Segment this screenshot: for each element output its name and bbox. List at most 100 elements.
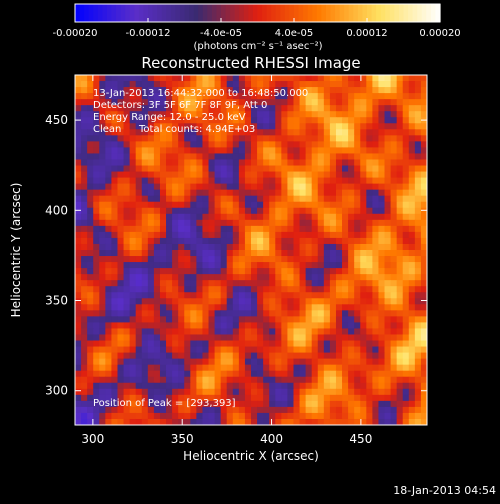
- heatmap-cell: [244, 201, 252, 209]
- heatmap-cell: [396, 141, 404, 148]
- heatmap-cell: [420, 412, 428, 420]
- heatmap-cell: [147, 147, 155, 154]
- heatmap-cell: [420, 418, 428, 426]
- heatmap-cell: [396, 382, 404, 390]
- heatmap-cell: [342, 189, 349, 197]
- colorbar-segment: [120, 4, 126, 22]
- heatmap-cell: [366, 219, 373, 227]
- heatmap-cell: [251, 358, 258, 366]
- heatmap-cell: [81, 304, 88, 311]
- heatmap-cell: [354, 105, 361, 112]
- heatmap-cell: [196, 370, 203, 378]
- heatmap-cell: [244, 262, 252, 269]
- heatmap-cell: [190, 99, 197, 106]
- heatmap-cell: [75, 171, 82, 179]
- heatmap-cell: [384, 87, 392, 94]
- heatmap-cell: [329, 298, 337, 305]
- heatmap-cell: [196, 195, 203, 203]
- heatmap-cell: [178, 219, 185, 227]
- heatmap-cell: [196, 165, 203, 173]
- heatmap-cell: [408, 310, 416, 317]
- heatmap-cell: [196, 75, 203, 82]
- heatmap-cell: [293, 87, 301, 94]
- heatmap-cell: [87, 274, 94, 281]
- heatmap-cell: [384, 262, 392, 269]
- heatmap-cell: [348, 364, 355, 372]
- heatmap-cell: [372, 376, 379, 384]
- heatmap-cell: [275, 316, 282, 323]
- heatmap-cell: [317, 400, 325, 408]
- heatmap-cell: [323, 286, 331, 293]
- heatmap-cell: [208, 370, 216, 378]
- heatmap-cell: [93, 153, 100, 160]
- heatmap-cell: [263, 316, 270, 323]
- heatmap-cell: [251, 213, 258, 221]
- colorbar-segment: [430, 4, 437, 22]
- heatmap-cell: [414, 286, 422, 293]
- heatmap-cell: [275, 105, 282, 112]
- heatmap-cell: [275, 388, 282, 396]
- heatmap-cell: [135, 141, 143, 148]
- heatmap-cell: [281, 153, 288, 160]
- heatmap-cell: [323, 340, 331, 348]
- heatmap-cell: [129, 370, 137, 378]
- heatmap-cell: [384, 394, 392, 402]
- heatmap-cell: [75, 352, 82, 360]
- heatmap-cell: [354, 274, 361, 281]
- heatmap-cell: [141, 159, 149, 167]
- x-tick-label: 300: [81, 432, 104, 446]
- heatmap-cell: [348, 171, 355, 179]
- heatmap-cell: [178, 274, 185, 281]
- heatmap-cell: [384, 177, 392, 185]
- heatmap-cell: [329, 87, 337, 94]
- heatmap-cell: [147, 400, 155, 408]
- heatmap-cell: [366, 262, 373, 269]
- heatmap-cell: [378, 286, 386, 293]
- heatmap-cell: [366, 304, 373, 311]
- heatmap-cell: [81, 207, 88, 215]
- heatmap-cell: [305, 165, 313, 173]
- heatmap-cell: [335, 105, 343, 112]
- heatmap-cell: [87, 352, 94, 360]
- heatmap-cell: [396, 262, 404, 269]
- heatmap-cell: [135, 388, 143, 396]
- heatmap-cell: [329, 141, 337, 148]
- heatmap-cell: [384, 388, 392, 396]
- heatmap-cell: [93, 81, 100, 88]
- heatmap-cell: [111, 256, 118, 263]
- heatmap-cell: [275, 256, 282, 263]
- heatmap-cell: [293, 231, 301, 239]
- heatmap-cell: [360, 316, 367, 323]
- heatmap-cell: [166, 268, 173, 275]
- heatmap-cell: [269, 262, 276, 269]
- heatmap-cell: [111, 250, 118, 257]
- heatmap-cell: [366, 358, 373, 366]
- heatmap-cell: [147, 250, 155, 257]
- heatmap-cell: [244, 292, 252, 299]
- heatmap-cell: [202, 370, 210, 378]
- heatmap-cell: [208, 135, 216, 142]
- heatmap-cell: [329, 358, 337, 366]
- heatmap-cell: [360, 219, 367, 227]
- heatmap-cell: [293, 189, 301, 197]
- heatmap-cell: [414, 376, 422, 384]
- heatmap-cell: [372, 135, 379, 142]
- heatmap-cell: [226, 213, 234, 221]
- heatmap-cell: [202, 382, 210, 390]
- heatmap-cell: [196, 243, 203, 251]
- heatmap-cell: [184, 286, 191, 293]
- heatmap-cell: [105, 171, 112, 179]
- heatmap-cell: [147, 111, 155, 118]
- heatmap-cell: [414, 304, 422, 311]
- heatmap-cell: [220, 87, 228, 94]
- heatmap-cell: [311, 99, 319, 106]
- heatmap-cell: [238, 159, 246, 167]
- heatmap-cell: [214, 195, 222, 203]
- heatmap-cell: [311, 412, 319, 420]
- heatmap-cell: [208, 165, 216, 173]
- heatmap-cell: [75, 274, 82, 281]
- heatmap-cell: [396, 304, 404, 311]
- heatmap-cell: [196, 394, 203, 402]
- heatmap-cell: [123, 99, 131, 106]
- heatmap-cell: [105, 153, 112, 160]
